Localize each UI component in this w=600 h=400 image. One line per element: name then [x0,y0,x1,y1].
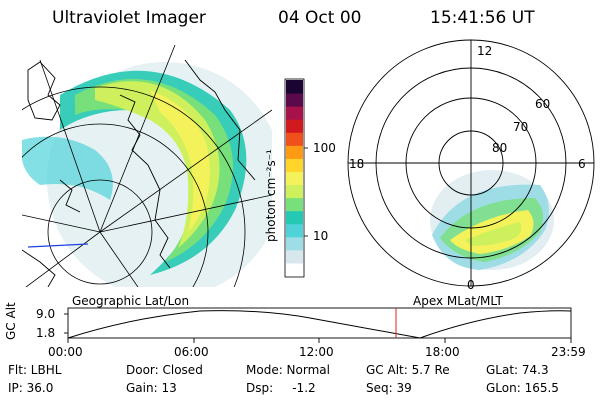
colorbar-cell [286,171,303,186]
colorbar-cell [286,249,303,264]
colorbar-cell [286,236,303,251]
geographic-map [22,45,272,287]
instrument-title: Ultraviolet Imager [52,8,206,28]
mlt-label-12: 12 [477,44,493,58]
mode-status: Mode: Normal [246,363,330,377]
gain-status: Gain: 13 [126,381,177,395]
timeline-xtick-0: 00:00 [48,345,83,359]
date-label: 04 Oct 00 [278,8,362,28]
colorbar-cell [286,119,303,133]
colorbar-cell [286,184,303,199]
seq-status: Seq: 39 [366,381,412,395]
colorbar-cell [286,145,303,159]
aurora-core-band [150,90,210,232]
dsp-status: Dsp: -1.2 [246,381,316,395]
colorbar-cell [286,93,303,107]
geo-panel-label: Geographic Lat/Lon [72,294,190,308]
door-status: Door: Closed [126,363,203,377]
filter-status: Flt: LBHL [8,363,62,377]
mlt-label-6: 6 [578,157,586,171]
timeline-xtick-4: 23:59 [551,345,586,359]
lat-label-70: 70 [513,120,529,134]
apex-panel-label: Apex MLat/MLT [413,294,503,308]
colorbar-cell [286,106,303,120]
colorbar-cell [286,262,303,277]
colorbar-cell [286,223,303,238]
colorbar-cell [286,197,303,212]
apex-polar-plot [347,39,595,287]
sun-direction-line [27,243,89,248]
aurora-dayside-patch [22,136,113,200]
time-label: 15:41:56 UT [430,8,535,28]
mlt-label-18: 18 [349,157,365,171]
colorbar [284,78,308,278]
colorbar-unit-label: photon cm⁻²s⁻¹ [264,149,278,242]
timeline-ytick-max: 9.0 [36,307,56,321]
lat-label-80: 80 [492,141,508,155]
colorbar-cell [286,132,303,146]
colorbar-cell [286,158,303,172]
altitude-timeline [64,307,572,343]
colorbar-cell [286,210,303,225]
lat-label-60: 60 [535,97,551,111]
gc-alt-status: GC Alt: 5.7 Re [366,363,450,377]
timeline-ytick-min: 1.8 [36,326,56,340]
timeline-ylabel: GC Alt [4,302,18,340]
timeline-xtick-3: 18:00 [425,345,460,359]
mlt-label-0: 0 [467,278,475,292]
colorbar-cell [286,80,303,94]
colorbar-tick-10: 10 [313,229,329,243]
timeline-xtick-2: 12:00 [299,345,334,359]
colorbar-tick-100: 100 [313,141,336,155]
timeline-xtick-1: 06:00 [174,345,209,359]
glat-status: GLat: 74.3 [486,363,549,377]
ip-status: IP: 36.0 [8,381,54,395]
glon-status: GLon: 165.5 [486,381,559,395]
